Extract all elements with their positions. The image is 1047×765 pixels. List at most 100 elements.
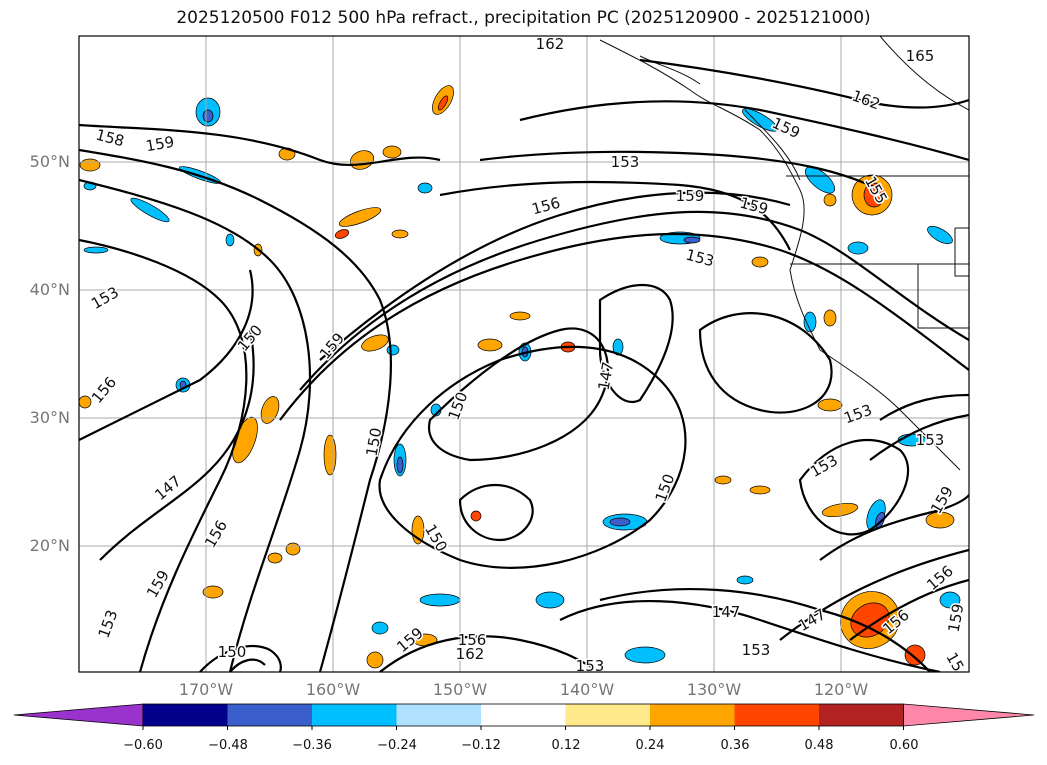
contour-label: 156: [923, 562, 957, 594]
precipitation-fill: [323, 434, 337, 476]
contour-label: 153: [611, 153, 640, 171]
colorbar: [13, 703, 1035, 730]
contour-layer: [79, 58, 969, 672]
precipitation-fill: [749, 485, 771, 495]
contour-label: 156: [530, 194, 562, 219]
colorbar-tick-label: 0.36: [720, 738, 750, 753]
precipitation-fill: [751, 256, 769, 268]
lat-label-30n: 30°N: [29, 408, 70, 427]
contour-label: 150: [421, 521, 451, 555]
precipitation-fill: [260, 396, 280, 424]
contour-label: 159: [144, 133, 175, 156]
colorbar-frame: [142, 703, 904, 727]
contour-label: 159: [143, 567, 173, 601]
precipitation-fill: [714, 475, 732, 485]
graticule: [79, 36, 969, 672]
colorbar-tick-label: −0.48: [208, 738, 248, 753]
precipitation-fill: [79, 158, 101, 172]
contour-label: 153: [916, 431, 945, 449]
precipitation-fill: [736, 575, 754, 585]
contour-label: 156: [458, 631, 487, 649]
precipitation-fill: [925, 511, 955, 529]
precipitation-fill: [130, 197, 170, 223]
contour-label: 153: [95, 607, 122, 640]
colorbar-tick-label: 0.12: [551, 738, 581, 753]
precipitation-fill: [386, 344, 400, 356]
precipitation-fill: [225, 233, 235, 247]
precipitation-fill: [361, 334, 389, 352]
lon-label-140w: 140°W: [559, 680, 615, 699]
precipitation-fill: [202, 109, 214, 123]
precipitation-fill: [904, 644, 926, 666]
colorbar-tick-label: −0.12: [461, 738, 501, 753]
contour-label: 153: [742, 641, 771, 659]
colorbar-tick-label: 0.48: [804, 738, 834, 753]
lat-label-40n: 40°N: [29, 280, 70, 299]
contour-label: 15: [942, 649, 967, 675]
precipitation-fill: [285, 542, 301, 556]
precipitation-fill: [334, 229, 350, 239]
contour-label: 162: [456, 645, 485, 663]
precipitation-fill: [477, 338, 503, 352]
precipitation-fill: [396, 456, 404, 474]
contour-label: 150: [363, 426, 386, 457]
colorbar-tick-label: 0.60: [889, 738, 919, 753]
precipitation-fill: [927, 225, 953, 245]
colorbar-segment: [819, 704, 904, 726]
lon-label-160w: 160°W: [305, 680, 361, 699]
colorbar-segment: [396, 704, 482, 726]
contour-label: 147: [151, 472, 185, 504]
precipitation-fill: [349, 150, 375, 170]
contour-label: 147: [595, 360, 618, 391]
contour-label: 153: [88, 283, 122, 313]
precipitation-fill: [847, 241, 869, 255]
colorbar-segment: [227, 704, 313, 726]
contour-label: 153: [841, 401, 874, 428]
lat-label-20n: 20°N: [29, 536, 70, 555]
contour-label: 159: [945, 602, 968, 633]
contour-label: 153: [576, 657, 605, 675]
precipitation-fill: [371, 621, 389, 635]
precipitation-fill: [803, 311, 817, 333]
contour-label: 156: [88, 373, 120, 407]
colorbar-extend-right: [903, 703, 1035, 727]
precipitation-fill: [338, 207, 382, 227]
precipitation-fill: [437, 95, 449, 111]
precipitation-fill: [79, 395, 92, 409]
precipitation-fill: [823, 309, 837, 327]
precipitation-fill-layer: [79, 85, 961, 669]
contour-label: 162: [849, 87, 882, 114]
colorbar-segment: [143, 704, 228, 726]
lon-label-150w: 150°W: [432, 680, 488, 699]
precipitation-fill: [535, 591, 565, 609]
precipitation-fill: [850, 602, 890, 638]
colorbar-tick-label: −0.60: [123, 738, 163, 753]
colorbar-segment: [565, 704, 651, 726]
colorbar-segment: [312, 704, 397, 726]
precipitation-fill: [742, 108, 778, 132]
precipitation-fill: [804, 166, 836, 194]
precipitation-fill: [817, 398, 843, 412]
precipitation-fill: [391, 229, 409, 239]
colorbar-tick-label: −0.24: [377, 738, 417, 753]
precipitation-fill: [939, 591, 961, 609]
contour-label: 153: [684, 246, 716, 271]
contour-label: 159: [676, 187, 705, 205]
precipitation-fill: [366, 651, 384, 669]
chart-title: 2025120500 F012 500 hPa refract., precip…: [176, 8, 871, 28]
precipitation-fill: [83, 246, 109, 254]
precipitation-fill: [267, 552, 283, 564]
map-frame: [78, 35, 970, 673]
precipitation-fill: [821, 502, 859, 518]
contour-label: 150: [218, 643, 247, 661]
colorbar-extend-left: [13, 703, 144, 727]
lon-label-130w: 130°W: [686, 680, 742, 699]
contour-label: 147: [712, 603, 741, 621]
precipitation-fill: [470, 510, 482, 522]
colorbar-tick-label: −0.36: [292, 738, 332, 753]
contour-label: 150: [652, 471, 679, 504]
precipitation-fill: [823, 193, 837, 207]
contour-label: 159: [393, 624, 427, 656]
contour-label: 162: [536, 35, 565, 53]
